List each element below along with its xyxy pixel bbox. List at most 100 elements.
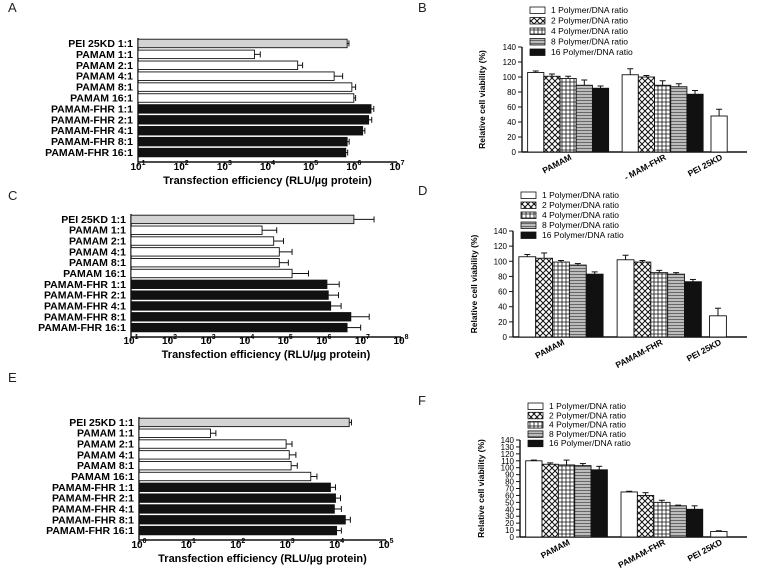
x-tick-label: 104 [239, 334, 254, 347]
y-tick-label: 60 [505, 491, 514, 500]
tick-exponent: 4 [250, 334, 254, 341]
bar [130, 290, 329, 300]
legend-swatch [527, 430, 544, 438]
bar [130, 258, 280, 268]
tick-base: 10 [316, 336, 328, 347]
x-tick-label: 106 [346, 160, 361, 173]
category-label: PAMAM-FHR 1:1 [44, 279, 126, 291]
bar [686, 93, 704, 153]
x-tick-label: 108 [393, 334, 408, 347]
category-label: PAMAM 2:1 [76, 60, 133, 72]
x-tick-label: 101 [181, 538, 196, 551]
category-label: PAMAM 2:1 [77, 439, 134, 451]
tick-base: 10 [201, 336, 213, 347]
y-tick-label: 120 [494, 242, 508, 251]
bar [654, 84, 672, 153]
x-tick-label: 100 [131, 538, 146, 551]
x-tick-label: 106 [316, 334, 331, 347]
category-label: PAMAM-FHR [614, 337, 664, 370]
legend-label: 4 Polymer/DNA ratio [542, 210, 619, 220]
legend-label: 1 Polymer/DNA ratio [549, 401, 626, 411]
tick-base: 10 [230, 540, 242, 551]
panel-letter: B [418, 0, 427, 15]
y-tick-label: 40 [507, 118, 516, 127]
legend-label: 2 Polymer/DNA ratio [549, 410, 626, 420]
category-label: PEI 25KD 1:1 [69, 417, 134, 429]
bar-pei [710, 115, 728, 153]
category-label: PAMAM 1:1 [77, 428, 134, 440]
category-label: PAMAM 4:1 [76, 71, 133, 83]
legend-swatch [529, 48, 546, 56]
panel-b: B 0 20 40 60 80 100 120 140 Relative cell viabili… [418, 0, 747, 182]
tick-base: 10 [181, 540, 193, 551]
legend-swatch [529, 17, 546, 25]
bar [137, 126, 364, 136]
bar [518, 256, 537, 338]
category-label: PAMAM-FHR 1:1 [51, 103, 133, 115]
x-tick-label: 103 [201, 334, 216, 347]
legend-swatch [520, 201, 537, 209]
y-axis-title: Relative cell viability (%) [477, 50, 487, 149]
x-tick-label: 101 [123, 334, 138, 347]
bar [138, 461, 292, 471]
legend-label: 8 Polymer/DNA ratio [549, 429, 626, 439]
tick-exponent: 6 [357, 160, 361, 167]
panel-letter: A [8, 0, 17, 15]
bar [138, 482, 331, 492]
bar [559, 78, 577, 153]
x-tick-label: 105 [278, 334, 293, 347]
tick-exponent: 4 [340, 538, 344, 545]
bar [590, 469, 608, 538]
y-tick-label: 20 [505, 519, 514, 528]
category-label: PAMAM-FHR 1:1 [52, 482, 134, 494]
y-tick-label: 0 [503, 333, 508, 342]
x-tick-label: 107 [389, 160, 404, 173]
legend-label: 8 Polymer/DNA ratio [551, 37, 628, 47]
bar [130, 214, 355, 225]
tick-exponent: 2 [173, 334, 177, 341]
tick-base: 10 [131, 540, 143, 551]
x-tick-label: 102 [230, 538, 245, 551]
category-label: PAMAM-FHR 4:1 [44, 300, 126, 312]
x-tick-label: 103 [217, 160, 232, 173]
y-axis-title: Relative cell viability (%) [469, 234, 479, 333]
y-tick-label: 140 [503, 43, 517, 52]
bar [667, 273, 685, 338]
y-tick-label: 90 [505, 471, 514, 480]
bar [621, 74, 639, 153]
category-label: PAMAM [533, 337, 565, 361]
bar [137, 115, 370, 125]
legend-label: 16 Polymer/DNA ratio [542, 230, 624, 240]
y-tick-label: 60 [507, 103, 516, 112]
legend-swatch [527, 402, 544, 410]
y-tick-label: 60 [498, 288, 507, 297]
y-tick-label: 140 [494, 227, 508, 236]
legend-label: 16 Polymer/DNA ratio [549, 438, 631, 448]
category-label: PEI 25KD 1:1 [68, 38, 133, 50]
category-label: PAMAM-FHR 4:1 [51, 125, 133, 137]
tick-base: 10 [393, 336, 405, 347]
y-tick-label: 80 [505, 478, 514, 487]
tick-base: 10 [174, 162, 186, 173]
tick-base: 10 [162, 336, 174, 347]
bar [130, 268, 293, 279]
bar [138, 493, 336, 503]
tick-exponent: 1 [142, 160, 146, 167]
tick-exponent: 6 [327, 334, 331, 341]
x-tick-label: 105 [303, 160, 318, 173]
bar [685, 508, 704, 538]
x-axis-title: Transfection efficiency (RLU/µg protein) [158, 553, 367, 565]
bar [527, 72, 545, 153]
bar [684, 281, 702, 338]
category-label: PEI 25KD [686, 152, 724, 179]
category-label: PAMAM-FHR 8:1 [44, 311, 126, 323]
legend-swatch [529, 27, 546, 35]
category-label: PAMAM [539, 537, 571, 561]
tick-base: 10 [123, 336, 135, 347]
bar [633, 261, 652, 338]
tick-base: 10 [239, 336, 251, 347]
tick-exponent: 5 [314, 160, 318, 167]
